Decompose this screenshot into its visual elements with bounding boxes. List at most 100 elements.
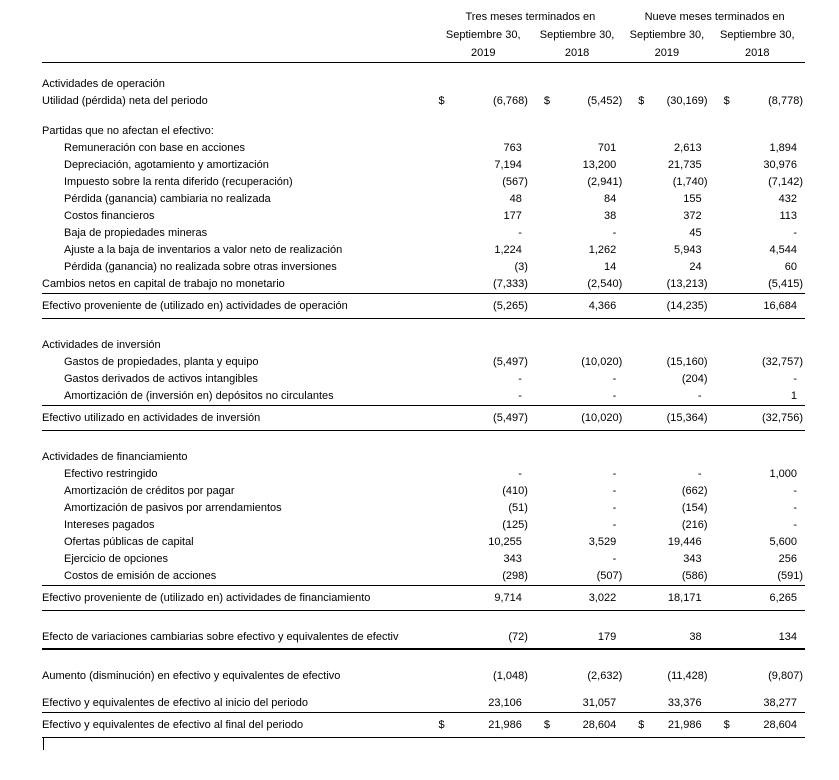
line-item-row: Ajuste a la baja de inventarios a valor … — [42, 242, 805, 259]
column-date-header: Septiembre 30, — [539, 29, 615, 41]
currency-symbol — [710, 695, 732, 713]
row-label: Efectivo proveniente de (utilizado en) a… — [42, 293, 437, 319]
currency-symbol — [530, 483, 552, 500]
line-item-row: Efectivo restringido - - - 1,000 — [42, 466, 805, 483]
cell-value: - — [793, 227, 797, 239]
currency-symbol — [624, 354, 644, 371]
line-item-row: Ejercicio de opciones 343 - 343 256 — [42, 551, 805, 568]
column-date-header: Septiembre 30, — [445, 29, 521, 41]
total-row: Efectivo proveniente de (utilizado en) a… — [42, 585, 805, 611]
currency-symbol — [530, 371, 552, 388]
line-item-row: Gastos de propiedades, planta y equipo (5… — [42, 354, 805, 371]
currency-symbol — [624, 517, 644, 534]
cell-value: - — [612, 485, 617, 497]
line-item-row: Gastos derivados de activos intangibles -… — [42, 371, 805, 388]
currency-symbol — [437, 225, 457, 242]
cell-value: 134 — [731, 629, 805, 650]
cell-value: (8,778) — [768, 95, 803, 107]
cell-value: (3) — [514, 261, 528, 273]
currency-symbol — [529, 629, 552, 650]
currency-symbol — [530, 157, 552, 174]
cell-value: 6,265 — [731, 585, 805, 611]
row-label: Efectivo y equivalentes de efectivo al i… — [42, 697, 308, 709]
row-label: Efectivo restringido — [64, 468, 158, 480]
line-item-row: Ofertas públicas de capital 10,255 3,529 19… — [42, 534, 805, 551]
cell-value: (30,169) — [666, 95, 708, 107]
cell-value: - — [793, 485, 797, 497]
cell-value: (1,048) — [493, 670, 528, 682]
cell-value: 16,684 — [731, 293, 805, 319]
row-label: Ofertas públicas de capital — [64, 536, 194, 548]
cell-value: 3,529 — [588, 536, 617, 548]
currency-symbol — [710, 242, 732, 259]
currency-symbol — [437, 500, 457, 517]
cell-value: (298) — [502, 570, 528, 582]
currency-symbol: $ — [638, 95, 645, 107]
column-group-header-three-months: Tres meses terminados en — [465, 11, 596, 23]
cell-value: - — [518, 227, 522, 239]
cell-value: - — [793, 373, 797, 385]
cell-value: (5,497) — [493, 356, 528, 368]
currency-symbol — [710, 466, 732, 483]
cell-value: (204) — [681, 373, 708, 385]
cell-value: 7,194 — [494, 159, 522, 171]
currency-symbol — [437, 157, 457, 174]
cell-value: (5,452) — [587, 95, 623, 107]
cell-value: 84 — [604, 193, 617, 205]
currency-symbol: $ — [709, 712, 732, 738]
currency-symbol — [710, 388, 732, 406]
currency-symbol — [530, 668, 552, 685]
currency-symbol — [709, 405, 732, 431]
currency-symbol — [437, 388, 457, 406]
currency-symbol — [710, 157, 732, 174]
currency-symbol — [710, 668, 732, 685]
row-label: Efectivo y equivalentes de efectivo al f… — [42, 712, 437, 738]
cell-value: 38,277 — [763, 697, 797, 709]
currency-symbol — [530, 517, 552, 534]
currency-symbol — [529, 405, 552, 431]
currency-symbol — [709, 585, 732, 611]
cell-value: - — [793, 519, 797, 531]
currency-symbol — [437, 354, 457, 371]
row-label: Aumento (disminución) en efectivo y equi… — [42, 670, 341, 682]
line-item-row: Amortización de pasivos por arrendamient… — [42, 500, 805, 517]
row-label: Baja de propiedades mineras — [64, 227, 208, 239]
currency-symbol: $ — [723, 95, 730, 107]
cell-value: 1,894 — [769, 142, 797, 154]
grand-total-row: Efectivo y equivalentes de efectivo al f… — [42, 712, 805, 738]
currency-symbol — [624, 208, 644, 225]
cell-value: 10,255 — [488, 536, 522, 548]
cell-value: (15,160) — [666, 356, 708, 368]
cell-value: 9,714 — [456, 585, 530, 611]
spacer-row — [42, 110, 805, 123]
column-group-header-nine-months: Nueve meses terminados en — [644, 11, 785, 23]
currency-symbol — [530, 191, 552, 208]
currency-symbol: $ — [543, 95, 551, 107]
currency-symbol — [529, 293, 552, 319]
currency-symbol — [530, 551, 552, 568]
spacer-cell — [42, 319, 805, 338]
currency-symbol — [530, 208, 552, 225]
cell-value: 113 — [779, 210, 797, 222]
header-spacer-cell — [42, 8, 437, 26]
spacer-cell — [42, 649, 805, 668]
currency-symbol — [710, 568, 732, 586]
currency-symbol — [530, 174, 552, 191]
cell-value: 21,986 — [644, 712, 710, 738]
financial-table: Tres meses terminados en Nueve meses ter… — [42, 8, 805, 738]
section-label: Actividades de operación — [42, 78, 165, 90]
row-label: Gastos de propiedades, planta y equipo — [64, 356, 259, 368]
currency-symbol — [437, 551, 457, 568]
cell-value: - — [612, 390, 617, 402]
cell-value: 1,224 — [494, 244, 522, 256]
cell-value: 38 — [604, 210, 617, 222]
currency-symbol — [710, 276, 732, 294]
line-item-row: Baja de propiedades mineras - - 45 - — [42, 225, 805, 242]
currency-symbol — [624, 259, 644, 276]
line-item-row: Cambios netos en capital de trabajo no m… — [42, 276, 805, 294]
cell-value: (125) — [502, 519, 528, 531]
cell-value: - — [612, 468, 617, 480]
section-header-row: Actividades de financiamiento — [42, 449, 805, 466]
cell-value: (6,768) — [493, 95, 528, 107]
cell-value: 28,604 — [551, 712, 625, 738]
